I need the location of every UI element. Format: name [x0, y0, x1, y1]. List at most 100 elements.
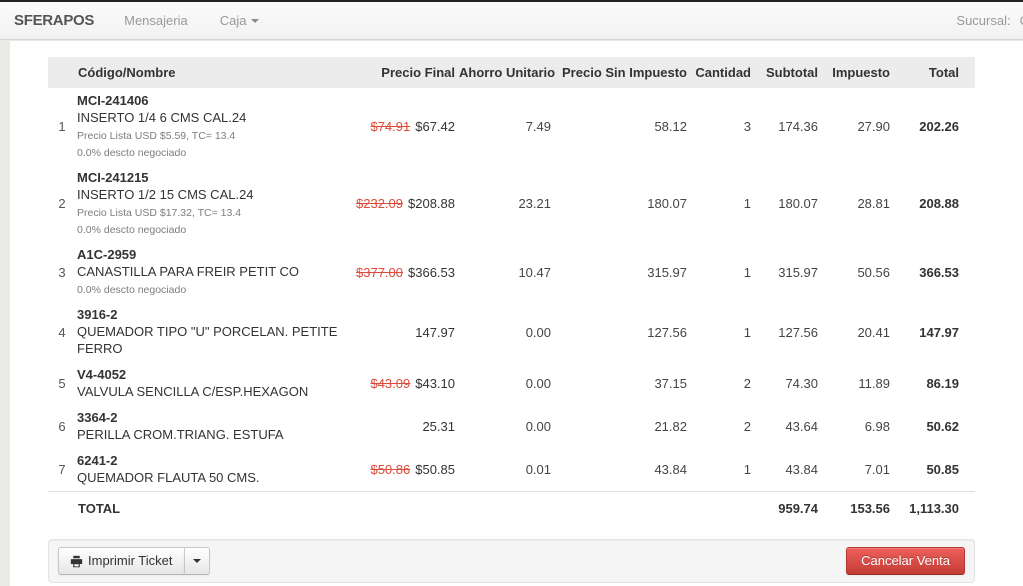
printer-icon: [70, 555, 83, 567]
precio-final-cell: $43.09 $43.10: [352, 362, 457, 405]
imprimir-ticket-button[interactable]: Imprimir Ticket: [58, 547, 185, 575]
header-subtotal: Subtotal: [753, 57, 820, 88]
precio-sin-impuesto-cell: 58.12: [654, 119, 687, 134]
product-code: A1C-2959: [77, 247, 137, 262]
final-price: $67.42: [415, 119, 455, 134]
ahorro-cell: 23.21: [518, 196, 551, 211]
header-precio-sin-impuesto: Precio Sin Impuesto: [553, 57, 689, 88]
product-cell: V4-4052 VALVULA SENCILLA C/ESP.HEXAGON: [76, 362, 352, 405]
product-cell: MCI-241215 INSERTO 1/2 15 CMS CAL.24 Preci…: [76, 165, 352, 242]
actions-bar: Imprimir Ticket Cancelar Venta: [48, 539, 975, 583]
sucursal-label: Sucursal:: [956, 13, 1011, 28]
final-price: $50.85: [415, 462, 455, 477]
table-row: 1 MCI-241406 INSERTO 1/4 6 CMS CAL.24 Preci…: [48, 88, 975, 165]
row-number: 5: [58, 376, 66, 391]
precio-final-cell: $74.91 $67.42: [352, 88, 457, 165]
precio-sin-impuesto-cell: 127.56: [647, 324, 687, 340]
product-name: PERILLA CROM.TRIANG. ESTUFA: [77, 427, 284, 442]
precio-final-cell: $377.00 $366.53: [352, 242, 457, 302]
old-price: $74.91: [370, 119, 411, 134]
impuesto-cell: 7.01: [864, 462, 890, 477]
cantidad-cell: 1: [743, 196, 751, 211]
old-price: $50.86: [370, 462, 411, 477]
imprimir-ticket-dropdown-toggle[interactable]: [183, 547, 210, 575]
total-cell: 50.62: [926, 419, 959, 434]
row-number: 6: [58, 419, 66, 434]
total-cell: 366.53: [919, 264, 959, 280]
chevron-down-icon: [251, 18, 260, 23]
cantidad-cell: 2: [743, 419, 751, 434]
precio-final-cell: $232.09 $208.88: [352, 165, 457, 242]
table-row: 5 V4-4052 VALVULA SENCILLA C/ESP.HEXAGON $4…: [48, 362, 975, 405]
price-list-note: Precio Lista USD $5.59, TC= 13.4: [77, 130, 236, 142]
product-code: MCI-241215: [77, 170, 149, 185]
product-name: QUEMADOR FLAUTA 50 CMS.: [77, 470, 260, 485]
product-code: V4-4052: [77, 367, 127, 382]
subtotal-cell: 43.64: [785, 419, 818, 434]
total-impuesto: 153.56: [820, 491, 892, 525]
ahorro-cell: 7.49: [525, 119, 551, 134]
total-subtotal: 959.74: [753, 491, 820, 525]
nav-mensajeria[interactable]: Mensajeria: [108, 13, 204, 28]
precio-sin-impuesto-cell: 315.97: [647, 264, 687, 280]
impuesto-cell: 28.81: [857, 196, 890, 211]
table-footer: TOTAL 959.74 153.56 1,113.30: [48, 491, 975, 525]
header-codigo-nombre: Código/Nombre: [76, 57, 352, 88]
subtotal-cell: 180.07: [778, 196, 818, 211]
precio-sin-impuesto-cell: 37.15: [654, 376, 687, 391]
total-cell: 50.85: [926, 462, 959, 477]
product-code: 6241-2: [77, 453, 118, 468]
final-price: 25.31: [422, 419, 455, 434]
total-row: TOTAL 959.74 153.56 1,113.30: [48, 491, 975, 525]
top-navbar: SFERAPOS Mensajeria Caja Sucursal: C: [0, 0, 1023, 40]
nav-caja[interactable]: Caja: [204, 13, 276, 28]
ahorro-cell: 0.00: [525, 376, 551, 391]
impuesto-cell: 50.56: [857, 264, 890, 280]
product-code: 3916-2: [77, 307, 118, 322]
cancelar-venta-button[interactable]: Cancelar Venta: [846, 547, 965, 575]
table-header: Código/Nombre Precio Final Ahorro Unitar…: [48, 57, 975, 88]
old-price: $43.09: [370, 376, 411, 391]
product-cell: MCI-241406 INSERTO 1/4 6 CMS CAL.24 Precio…: [76, 88, 352, 165]
product-code: MCI-241406: [77, 93, 149, 108]
ahorro-cell: 0.01: [525, 462, 551, 477]
impuesto-cell: 20.41: [857, 324, 890, 340]
product-cell: A1C-2959 CANASTILLA PARA FREIR PETIT CO 0.…: [76, 242, 352, 302]
total-cell: 86.19: [926, 376, 959, 391]
final-price: $366.53: [408, 264, 455, 280]
print-button-group: Imprimir Ticket: [58, 547, 210, 575]
table-row: 2 MCI-241215 INSERTO 1/2 15 CMS CAL.24 Prec…: [48, 165, 975, 242]
cantidad-cell: 3: [743, 119, 751, 134]
header-cantidad: Cantidad: [689, 57, 753, 88]
row-number: 1: [58, 119, 66, 134]
row-number: 4: [58, 324, 66, 340]
header-impuesto: Impuesto: [820, 57, 892, 88]
header-ahorro-unitario: Ahorro Unitario: [457, 57, 555, 88]
precio-sin-impuesto-cell: 21.82: [654, 419, 687, 434]
final-price: $43.10: [415, 376, 455, 391]
total-cell: 208.88: [919, 196, 959, 211]
total-cell: 147.97: [919, 324, 959, 340]
table-row: 7 6241-2 QUEMADOR FLAUTA 50 CMS. $50.86 $50.…: [48, 448, 975, 492]
discount-note: 0.0% descto negociado: [77, 147, 187, 159]
impuesto-cell: 11.89: [858, 376, 890, 391]
subtotal-cell: 174.36: [778, 119, 818, 134]
product-name: QUEMADOR TIPO "U" PORCELAN. PETITE FERRO: [77, 324, 338, 356]
total-cell: 202.26: [919, 119, 959, 134]
table-row: 3 A1C-2959 CANASTILLA PARA FREIR PETIT CO 0…: [48, 242, 975, 302]
discount-note: 0.0% descto negociado: [77, 284, 187, 296]
impuesto-cell: 27.90: [857, 119, 890, 134]
brand-logo[interactable]: SFERAPOS: [14, 12, 95, 29]
cantidad-cell: 1: [743, 264, 751, 280]
final-price: $208.88: [408, 196, 455, 211]
product-code: 3364-2: [77, 410, 118, 425]
row-number: 2: [58, 196, 66, 211]
main-content: Código/Nombre Precio Final Ahorro Unitar…: [10, 41, 1023, 586]
old-price: $232.09: [356, 196, 403, 211]
discount-note: 0.0% descto negociado: [77, 224, 187, 236]
cantidad-cell: 1: [743, 462, 751, 477]
row-number: 3: [58, 264, 66, 280]
total-grand: 1,113.30: [892, 491, 975, 525]
cart-table: Código/Nombre Precio Final Ahorro Unitar…: [48, 57, 975, 525]
